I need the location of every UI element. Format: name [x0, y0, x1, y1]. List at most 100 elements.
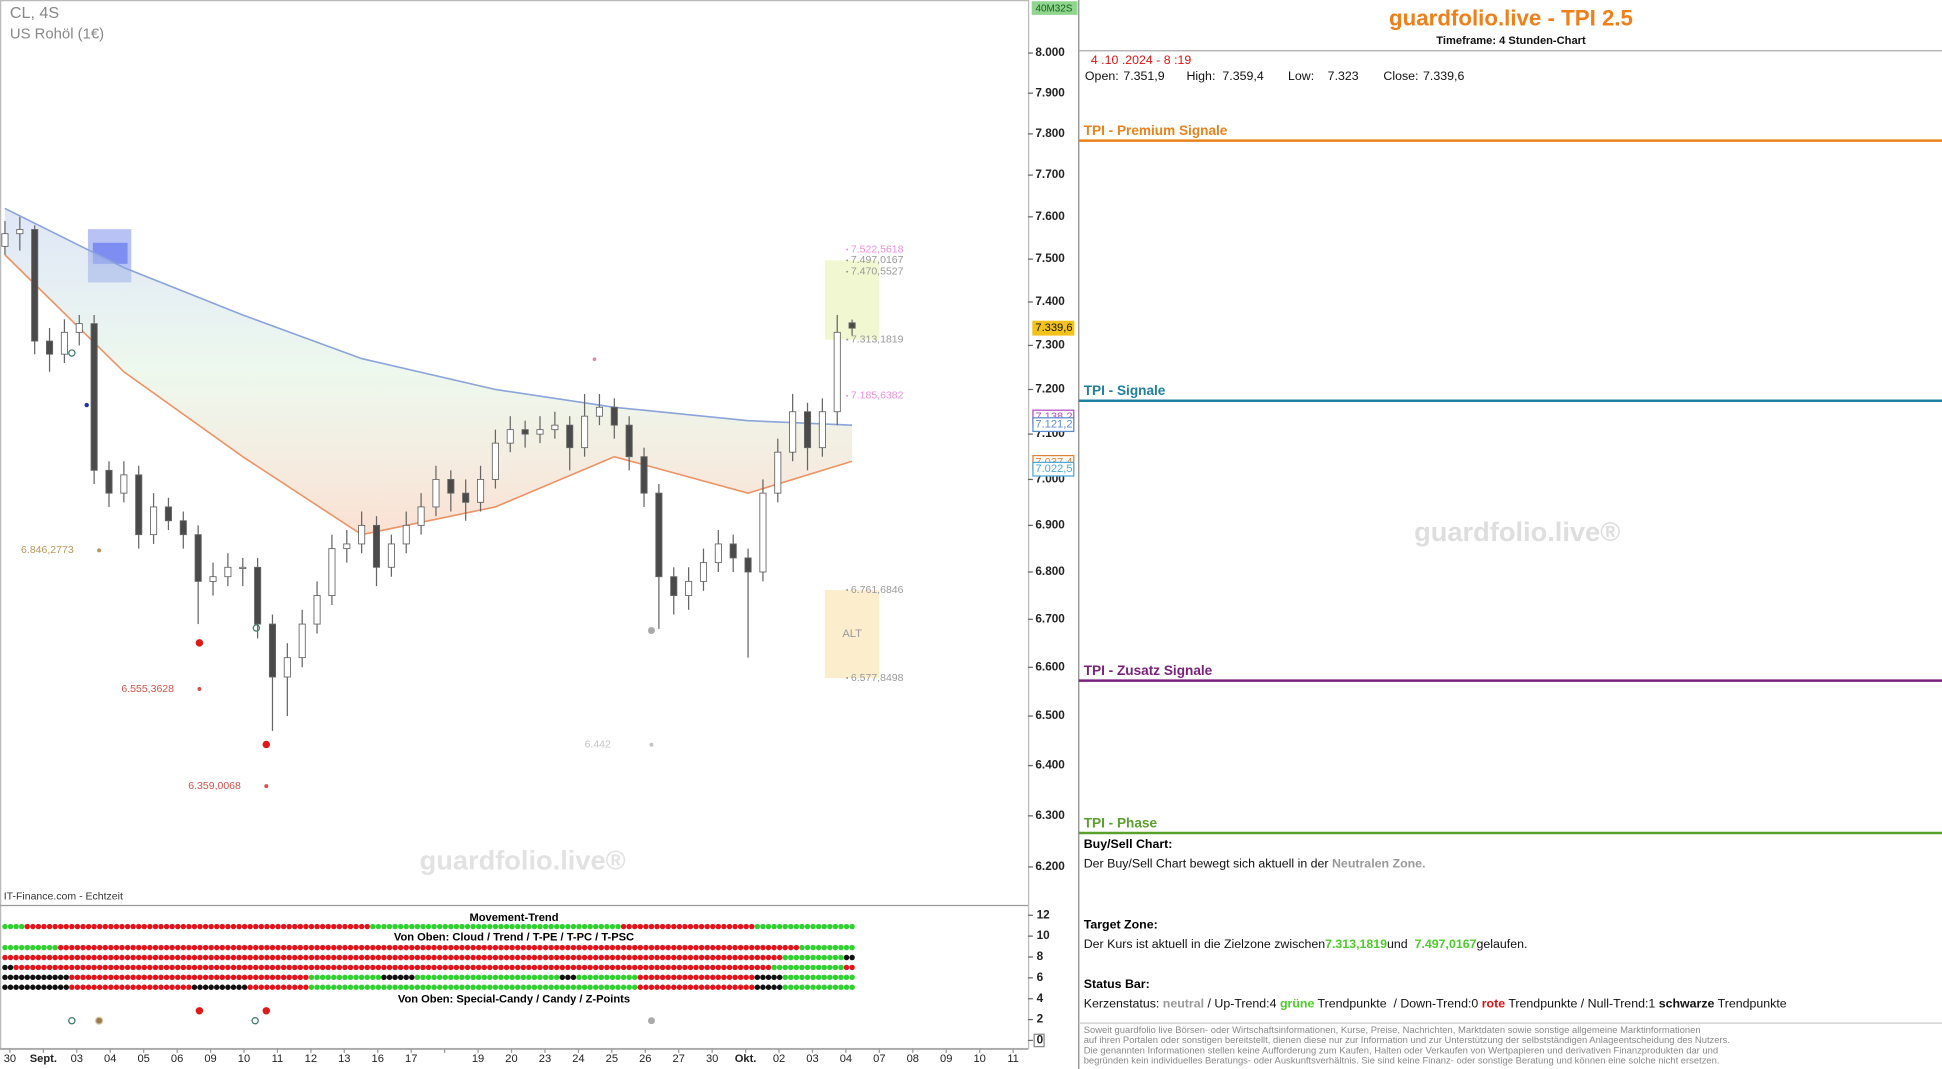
marker: [262, 1007, 270, 1015]
trend-dot: [643, 923, 649, 930]
trend-dot: [375, 984, 382, 990]
x-tick-label: 03: [71, 1053, 83, 1065]
trend-dot: [503, 954, 510, 961]
trend-dot: [509, 974, 515, 981]
candle-body: [298, 623, 306, 659]
y-tick-label: 6.600: [1035, 660, 1065, 673]
trend-dot: [375, 954, 382, 961]
candle-body: [387, 543, 395, 568]
trend-dot: [197, 964, 203, 971]
trend-dot: [481, 923, 487, 930]
trend-dot: [69, 984, 75, 990]
trend-dot: [776, 944, 783, 951]
trend-dot: [297, 964, 304, 971]
trend-dot: [18, 954, 25, 961]
trend-dot: [286, 964, 292, 971]
trend-dot: [604, 923, 610, 930]
trend-dot: [214, 984, 220, 990]
trend-dot: [336, 974, 343, 981]
trend-dot: [303, 964, 309, 971]
trend-dot: [91, 923, 97, 930]
trend-dot: [436, 984, 443, 990]
trend-dot: [587, 944, 593, 951]
candle-body: [462, 492, 470, 503]
trend-dot: [280, 964, 287, 971]
trend-dot: [581, 944, 588, 951]
trend-dot: [342, 944, 348, 951]
trend-dot: [74, 923, 81, 930]
trend-dot: [169, 984, 175, 990]
paragraph: Kerzenstatus: neutral / Up-Trend:4 grüne…: [1084, 997, 1787, 1011]
trend-dot: [442, 964, 448, 971]
candle-body: [328, 548, 336, 596]
trend-dot: [319, 964, 326, 971]
candle-body: [506, 429, 514, 444]
trend-dot: [253, 984, 259, 990]
trend-dot: [815, 964, 822, 971]
trend-dot: [799, 974, 805, 981]
trend-dot: [548, 964, 554, 971]
trend-dot: [632, 974, 638, 981]
trend-dot: [69, 923, 75, 930]
trend-dot: [336, 954, 343, 961]
trend-dot: [147, 923, 153, 930]
annotation-point: [846, 259, 849, 262]
trend-dot: [643, 984, 649, 990]
trend-dot: [163, 984, 170, 990]
trend-dot: [347, 984, 354, 990]
trend-dot: [336, 944, 343, 951]
trend-dot: [448, 974, 454, 981]
trend-dot: [241, 923, 248, 930]
trend-dot: [191, 923, 198, 930]
x-tick-label: 11: [272, 1053, 284, 1065]
trend-dot: [392, 984, 398, 990]
trend-dot: [487, 964, 493, 971]
trend-dot: [531, 944, 538, 951]
trend-dot: [576, 974, 582, 981]
trend-dot: [520, 923, 526, 930]
trend-dot: [436, 974, 443, 981]
trend-dot: [331, 984, 337, 990]
trend-dot: [698, 944, 705, 951]
trend-dot: [570, 923, 577, 930]
trend-dot: [108, 974, 114, 981]
candle-body: [105, 469, 113, 494]
trend-dot: [319, 974, 326, 981]
trend-dot: [152, 923, 159, 930]
y-tick-label: 6.700: [1035, 612, 1065, 625]
trend-dot: [186, 974, 192, 981]
trend-dot: [35, 923, 42, 930]
trend-dot: [626, 923, 632, 930]
trend-dot: [147, 944, 153, 951]
price-tag: [1032, 461, 1075, 477]
trend-dot: [425, 964, 432, 971]
trend-dot: [514, 944, 521, 951]
trend-dot: [732, 974, 738, 981]
trend-dot: [654, 974, 660, 981]
trend-dot: [704, 923, 710, 930]
trend-dot: [7, 984, 14, 990]
trend-dot: [269, 964, 276, 971]
trend-dot: [275, 923, 281, 930]
trend-dot: [615, 974, 621, 981]
trend-dot: [615, 954, 621, 961]
trend-dot: [782, 923, 788, 930]
trend-dot: [409, 923, 415, 930]
trend-dot: [258, 974, 265, 981]
trend-dot: [108, 964, 114, 971]
trend-dot: [258, 964, 265, 971]
trend-dot: [230, 954, 237, 961]
trend-dot: [604, 954, 610, 961]
trend-dot: [124, 964, 131, 971]
trend-dot: [827, 984, 833, 990]
trend-dot: [186, 964, 192, 971]
trend-dot: [414, 954, 421, 961]
trend-dot: [375, 923, 382, 930]
trend-dot: [576, 954, 582, 961]
trend-dot: [821, 944, 827, 951]
trend-dot: [414, 944, 421, 951]
trend-dot: [24, 974, 30, 981]
candle-body: [685, 580, 693, 596]
trend-dot: [838, 984, 844, 990]
trend-dot: [498, 954, 504, 961]
